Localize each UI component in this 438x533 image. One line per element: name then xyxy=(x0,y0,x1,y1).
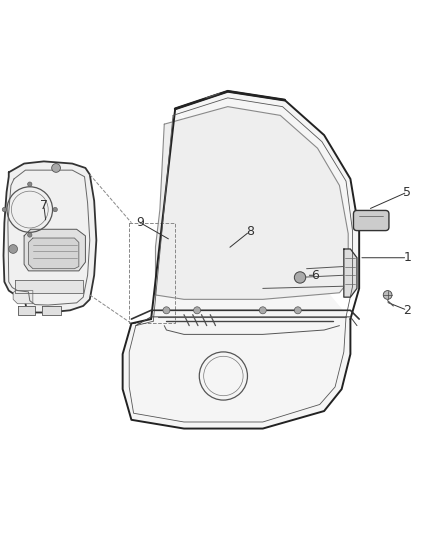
Text: 2: 2 xyxy=(403,304,411,317)
Polygon shape xyxy=(42,306,61,314)
Text: 1: 1 xyxy=(403,251,411,264)
Circle shape xyxy=(53,207,57,212)
Circle shape xyxy=(9,245,18,253)
Polygon shape xyxy=(344,249,357,297)
Circle shape xyxy=(28,182,32,187)
Polygon shape xyxy=(13,290,33,304)
Text: 8: 8 xyxy=(246,225,254,238)
Polygon shape xyxy=(24,229,85,271)
Circle shape xyxy=(294,272,306,283)
Circle shape xyxy=(28,233,32,237)
Polygon shape xyxy=(155,107,348,300)
Polygon shape xyxy=(28,238,79,269)
Text: 5: 5 xyxy=(403,185,411,198)
Circle shape xyxy=(383,290,392,300)
Polygon shape xyxy=(15,280,83,293)
Polygon shape xyxy=(18,306,35,314)
Circle shape xyxy=(2,207,7,212)
Circle shape xyxy=(163,307,170,314)
Circle shape xyxy=(194,307,201,314)
FancyBboxPatch shape xyxy=(353,211,389,231)
Text: 7: 7 xyxy=(40,199,48,212)
Circle shape xyxy=(52,164,60,172)
Text: 6: 6 xyxy=(311,269,319,282)
Text: 9: 9 xyxy=(136,216,144,229)
Polygon shape xyxy=(4,161,96,312)
Circle shape xyxy=(294,307,301,314)
Polygon shape xyxy=(123,91,359,429)
Circle shape xyxy=(259,307,266,314)
